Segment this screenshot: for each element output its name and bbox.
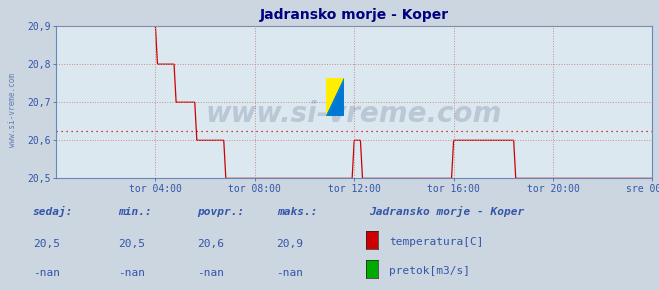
Text: pretok[m3/s]: pretok[m3/s] (389, 266, 470, 276)
Text: povpr.:: povpr.: (198, 206, 245, 217)
Text: -nan: -nan (119, 267, 145, 278)
Text: sedaj:: sedaj: (33, 206, 73, 217)
Text: www.si-vreme.com: www.si-vreme.com (206, 100, 502, 128)
Text: 20,9: 20,9 (277, 238, 303, 249)
Text: -nan: -nan (198, 267, 224, 278)
Text: 20,6: 20,6 (198, 238, 224, 249)
Text: maks.:: maks.: (277, 206, 317, 217)
Text: 20,5: 20,5 (33, 238, 59, 249)
Polygon shape (326, 78, 344, 116)
Text: -nan: -nan (277, 267, 303, 278)
Text: www.si-vreme.com: www.si-vreme.com (8, 73, 17, 147)
Text: min.:: min.: (119, 206, 152, 217)
Text: 20,5: 20,5 (119, 238, 145, 249)
Title: Jadransko morje - Koper: Jadransko morje - Koper (260, 8, 449, 22)
Text: temperatura[C]: temperatura[C] (389, 237, 483, 247)
Text: Jadransko morje - Koper: Jadransko morje - Koper (369, 206, 525, 217)
Polygon shape (326, 78, 344, 116)
Text: -nan: -nan (33, 267, 59, 278)
Polygon shape (326, 78, 344, 116)
